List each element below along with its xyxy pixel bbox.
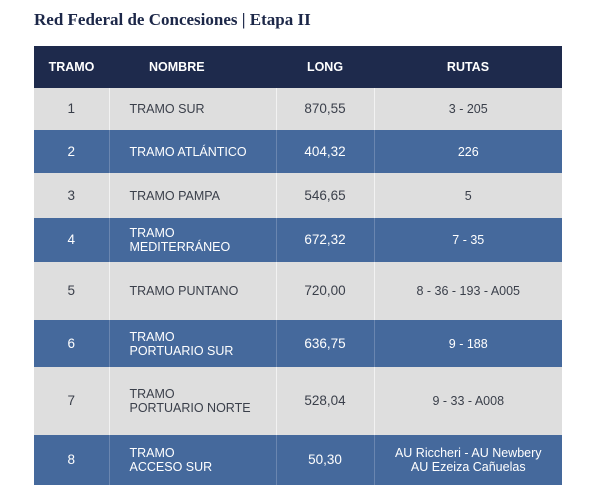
long-cell: 636,75 bbox=[276, 320, 375, 367]
tramo-cell: 4 bbox=[34, 218, 110, 262]
long-cell: 870,55 bbox=[276, 88, 375, 130]
rutas-cell: 9 - 33 - A008 bbox=[374, 367, 562, 435]
header-rutas: RUTAS bbox=[374, 46, 562, 88]
nombre-cell: TRAMO ATLÁNTICO bbox=[109, 130, 277, 173]
rutas-cell: 9 - 188 bbox=[374, 320, 562, 367]
table-row: 2 TRAMO ATLÁNTICO 404,32 226 bbox=[34, 130, 562, 173]
long-cell: 404,32 bbox=[276, 130, 375, 173]
long-cell: 720,00 bbox=[276, 262, 375, 320]
table-row: 6 TRAMO PORTUARIO SUR 636,75 9 - 188 bbox=[34, 320, 562, 367]
long-cell: 672,32 bbox=[276, 218, 375, 262]
long-cell: 546,65 bbox=[276, 173, 375, 218]
tramo-cell: 7 bbox=[34, 367, 110, 435]
nombre-cell: TRAMO MEDITERRÁNEO bbox=[109, 218, 277, 262]
rutas-cell: 7 - 35 bbox=[374, 218, 562, 262]
rutas-cell: 226 bbox=[374, 130, 562, 173]
tramo-cell: 8 bbox=[34, 435, 110, 485]
table-row: 1 TRAMO SUR 870,55 3 - 205 bbox=[34, 88, 562, 130]
nombre-cell: TRAMO PORTUARIO NORTE bbox=[109, 367, 277, 435]
nombre-cell: TRAMO PUNTANO bbox=[109, 262, 277, 320]
nombre-cell: TRAMO PORTUARIO SUR bbox=[109, 320, 277, 367]
long-cell: 50,30 bbox=[276, 435, 375, 485]
rutas-cell: AU Riccheri - AU Newbery AU Ezeiza Cañue… bbox=[374, 435, 562, 485]
tramo-cell: 5 bbox=[34, 262, 110, 320]
nombre-cell: TRAMO ACCESO SUR bbox=[109, 435, 277, 485]
concessions-table: TRAMO NOMBRE LONG RUTAS 1 TRAMO SUR 870,… bbox=[34, 46, 562, 485]
nombre-cell: TRAMO PAMPA bbox=[109, 173, 277, 218]
page-title: Red Federal de Concesiones | Etapa II bbox=[34, 10, 311, 29]
tramo-cell: 2 bbox=[34, 130, 110, 173]
table-header-row: TRAMO NOMBRE LONG RUTAS bbox=[34, 46, 562, 88]
rutas-cell: 3 - 205 bbox=[374, 88, 562, 130]
table-row: 3 TRAMO PAMPA 546,65 5 bbox=[34, 173, 562, 218]
table-row: 8 TRAMO ACCESO SUR 50,30 AU Riccheri - A… bbox=[34, 435, 562, 485]
header-long: LONG bbox=[276, 46, 374, 88]
tramo-cell: 1 bbox=[34, 88, 110, 130]
table-row: 5 TRAMO PUNTANO 720,00 8 - 36 - 193 - A0… bbox=[34, 262, 562, 320]
tramo-cell: 6 bbox=[34, 320, 110, 367]
nombre-cell: TRAMO SUR bbox=[109, 88, 277, 130]
table-row: 4 TRAMO MEDITERRÁNEO 672,32 7 - 35 bbox=[34, 218, 562, 262]
header-tramo: TRAMO bbox=[34, 46, 109, 88]
rutas-cell: 5 bbox=[374, 173, 562, 218]
tramo-cell: 3 bbox=[34, 173, 110, 218]
table-row: 7 TRAMO PORTUARIO NORTE 528,04 9 - 33 - … bbox=[34, 367, 562, 435]
long-cell: 528,04 bbox=[276, 367, 375, 435]
rutas-cell: 8 - 36 - 193 - A005 bbox=[374, 262, 562, 320]
header-nombre: NOMBRE bbox=[109, 46, 276, 88]
